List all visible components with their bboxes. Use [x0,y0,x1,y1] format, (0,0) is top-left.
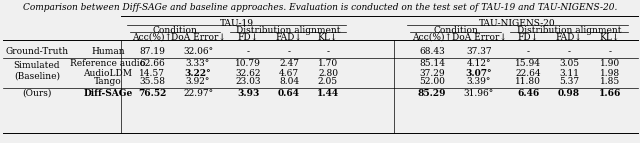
Text: Reference audio: Reference audio [70,58,145,67]
Text: 37.37: 37.37 [466,47,492,56]
Text: 14.57: 14.57 [139,68,165,78]
Text: -: - [287,47,291,56]
Text: 32.06°: 32.06° [183,47,213,56]
Text: 11.80: 11.80 [515,78,541,87]
Text: 8.04: 8.04 [279,78,299,87]
Text: 3.92°: 3.92° [186,78,210,87]
Text: Tango: Tango [94,78,122,87]
Text: FAD↓: FAD↓ [556,33,582,42]
Text: 4.12°: 4.12° [467,58,492,67]
Text: Acc(%)↑: Acc(%)↑ [132,33,172,42]
Text: 1.98: 1.98 [600,68,620,78]
Text: 85.14: 85.14 [419,58,445,67]
Text: 0.98: 0.98 [558,89,580,98]
Text: Simulated
(Baseline): Simulated (Baseline) [13,61,60,80]
Text: 3.33°: 3.33° [186,58,210,67]
Text: 3.11: 3.11 [559,68,579,78]
Text: AudioLDM: AudioLDM [83,68,132,78]
Text: 3.39°: 3.39° [467,78,491,87]
Text: 62.66: 62.66 [139,58,165,67]
Text: 87.19: 87.19 [139,47,165,56]
Text: 76.52: 76.52 [138,89,166,98]
Text: 6.46: 6.46 [517,89,539,98]
Text: 2.80: 2.80 [318,68,338,78]
Text: DoA Error↓: DoA Error↓ [452,33,506,42]
Text: FD↓: FD↓ [517,33,539,42]
Text: Diff-SAGe: Diff-SAGe [83,89,132,98]
Text: Ground-Truth: Ground-Truth [5,47,68,56]
Text: KL↓: KL↓ [318,33,338,42]
Text: 1.66: 1.66 [599,89,621,98]
Text: 1.85: 1.85 [600,78,620,87]
Text: 23.03: 23.03 [236,78,260,87]
Text: TAU-NIGENS-20: TAU-NIGENS-20 [479,19,556,28]
Text: 52.00: 52.00 [419,78,445,87]
Text: -: - [527,47,529,56]
Text: 1.44: 1.44 [317,89,339,98]
Text: -: - [568,47,570,56]
Text: 37.29: 37.29 [419,68,445,78]
Text: TAU-19: TAU-19 [220,19,253,28]
Text: 2.05: 2.05 [318,78,338,87]
Text: 85.29: 85.29 [418,89,446,98]
Text: 31.96°: 31.96° [464,89,494,98]
Text: 22.97°: 22.97° [183,89,213,98]
Text: Distribution alignment: Distribution alignment [516,26,621,35]
Text: 1.90: 1.90 [600,58,620,67]
Text: 2.47: 2.47 [279,58,299,67]
Text: Condition: Condition [433,26,478,35]
Text: FD↓: FD↓ [237,33,259,42]
Text: 22.64: 22.64 [515,68,541,78]
Text: FAD↓: FAD↓ [276,33,303,42]
Text: 10.79: 10.79 [235,58,261,67]
Text: Distribution alignment: Distribution alignment [236,26,340,35]
Text: 3.07°: 3.07° [466,68,492,78]
Text: 4.67: 4.67 [279,68,299,78]
Text: 1.70: 1.70 [318,58,338,67]
Text: DoA Error↓: DoA Error↓ [171,33,225,42]
Text: 5.37: 5.37 [559,78,579,87]
Text: KL↓: KL↓ [600,33,620,42]
Text: 3.93: 3.93 [237,89,259,98]
Text: 15.94: 15.94 [515,58,541,67]
Text: -: - [326,47,330,56]
Text: 0.64: 0.64 [278,89,300,98]
Text: Condition: Condition [152,26,197,35]
Text: -: - [609,47,611,56]
Text: Acc(%)↑: Acc(%)↑ [412,33,452,42]
Text: 3.22°: 3.22° [185,68,211,78]
Text: 68.43: 68.43 [419,47,445,56]
Text: Comparison between Diff-SAGe and baseline approaches. Evaluation is conducted on: Comparison between Diff-SAGe and baselin… [23,3,617,12]
Text: 32.62: 32.62 [236,68,260,78]
Text: -: - [246,47,250,56]
Text: (Ours): (Ours) [22,89,52,98]
Text: 35.58: 35.58 [139,78,165,87]
Text: Human: Human [91,47,125,56]
Text: 3.05: 3.05 [559,58,579,67]
